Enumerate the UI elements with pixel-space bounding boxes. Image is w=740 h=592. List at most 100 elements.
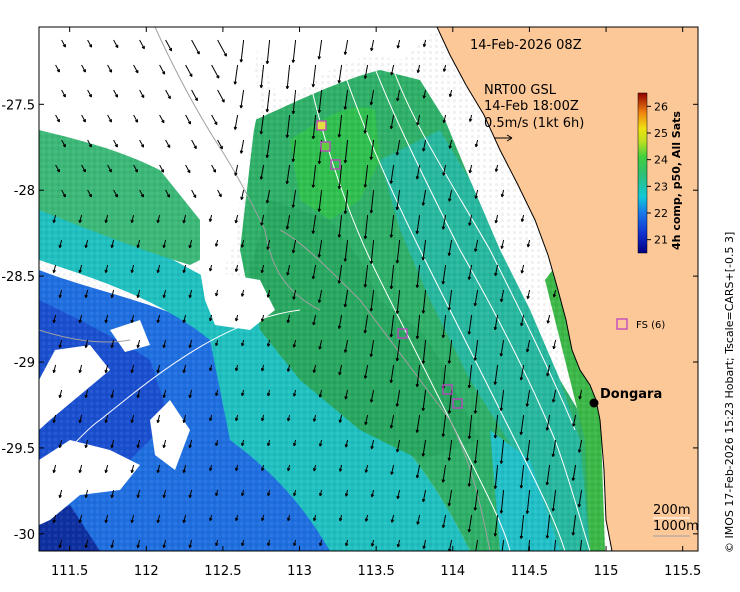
- current-arrow: [265, 39, 271, 65]
- current-arrow: [499, 389, 505, 412]
- station-legend-label: FS (6): [636, 320, 665, 331]
- current-arrow: [133, 164, 138, 173]
- current-arrow: [293, 489, 297, 497]
- current-arrow: [292, 389, 297, 397]
- grey-contours: [39, 27, 491, 551]
- current-arrow: [364, 414, 369, 426]
- current-arrow: [58, 539, 63, 549]
- current-arrow: [78, 364, 83, 374]
- current-arrow: [337, 314, 343, 329]
- current-arrow: [499, 339, 505, 357]
- current-arrow: [217, 89, 225, 103]
- current-arrow: [313, 514, 317, 522]
- current-arrow: [240, 239, 245, 248]
- current-arrow: [363, 164, 369, 188]
- current-arrow: [545, 464, 551, 486]
- current-arrow: [337, 264, 343, 284]
- colorbar-tick-label: 26: [654, 100, 668, 113]
- current-arrow: [136, 339, 141, 349]
- current-arrow: [233, 64, 239, 85]
- current-arrow: [162, 339, 167, 349]
- current-arrow: [185, 114, 192, 125]
- current-arrow: [162, 489, 167, 499]
- current-arrow: [369, 239, 375, 264]
- current-arrow: [235, 414, 239, 422]
- current-arrow: [337, 114, 343, 138]
- product-line3: 0.5m/s (1kt 6h): [484, 116, 584, 131]
- current-arrow: [156, 464, 161, 474]
- product-line2: 14-Feb 18:00Z: [484, 99, 579, 114]
- current-arrow: [370, 439, 375, 450]
- current-arrow: [162, 239, 167, 249]
- current-arrow: [312, 314, 317, 326]
- current-arrow: [421, 439, 427, 457]
- current-arrow: [182, 464, 187, 474]
- current-arrow: [182, 514, 187, 524]
- current-arrow: [442, 164, 447, 176]
- current-arrow: [52, 414, 57, 424]
- current-arrow: [338, 514, 343, 522]
- current-arrow: [493, 514, 499, 537]
- x-tick-label: 113: [287, 564, 312, 579]
- current-arrow: [441, 214, 447, 230]
- current-arrow: [259, 164, 265, 180]
- current-arrow: [241, 489, 245, 497]
- current-arrow: [395, 389, 401, 407]
- current-arrow: [447, 339, 453, 364]
- current-arrow: [84, 239, 89, 249]
- current-arrow: [110, 389, 115, 399]
- current-arrow: [191, 189, 197, 199]
- current-arrow: [467, 314, 473, 335]
- current-arrow: [395, 239, 401, 264]
- current-arrow: [261, 414, 265, 422]
- current-arrow: [317, 189, 323, 212]
- current-arrow: [52, 364, 57, 374]
- current-arrow: [389, 114, 395, 130]
- current-arrow: [447, 489, 453, 507]
- current-arrow: [215, 439, 219, 447]
- current-arrow: [107, 164, 112, 173]
- current-arrow: [395, 139, 401, 156]
- current-arrow: [130, 314, 135, 324]
- current-arrow: [343, 339, 349, 353]
- current-arrow: [363, 114, 369, 134]
- current-arrow: [165, 139, 171, 149]
- current-arrow: [214, 289, 219, 297]
- current-arrow: [266, 289, 271, 298]
- x-tick-label: 115.5: [664, 564, 701, 579]
- current-arrow: [292, 289, 297, 300]
- current-arrow: [182, 364, 187, 374]
- current-arrow: [389, 264, 395, 290]
- current-arrow: [113, 139, 118, 148]
- current-arrow: [292, 339, 297, 348]
- current-arrow: [156, 414, 161, 424]
- current-arrow: [363, 64, 369, 79]
- current-arrow: [185, 64, 193, 78]
- current-arrow: [493, 464, 499, 489]
- dongara-marker: [589, 398, 599, 408]
- current-arrow: [84, 439, 89, 449]
- current-arrow: [389, 164, 395, 184]
- current-arrow: [239, 39, 245, 63]
- current-arrow: [389, 364, 395, 384]
- current-arrow: [415, 164, 421, 180]
- current-arrow: [416, 114, 421, 126]
- current-arrow: [58, 289, 63, 299]
- current-arrow: [500, 189, 505, 198]
- current-arrow: [551, 389, 557, 403]
- current-arrow: [188, 239, 193, 249]
- current-arrow: [133, 114, 139, 123]
- current-arrow: [369, 389, 375, 403]
- current-arrow: [156, 214, 161, 224]
- current-arrow: [318, 439, 323, 447]
- current-arrow: [104, 414, 109, 424]
- current-arrow: [525, 439, 531, 462]
- current-arrow: [519, 464, 525, 489]
- current-arrow: [285, 64, 291, 90]
- current-arrow: [441, 514, 447, 529]
- current-arrow: [235, 364, 239, 372]
- current-arrow: [61, 89, 66, 98]
- current-arrow: [448, 139, 453, 149]
- current-arrow: [136, 289, 141, 299]
- current-arrow: [188, 389, 193, 399]
